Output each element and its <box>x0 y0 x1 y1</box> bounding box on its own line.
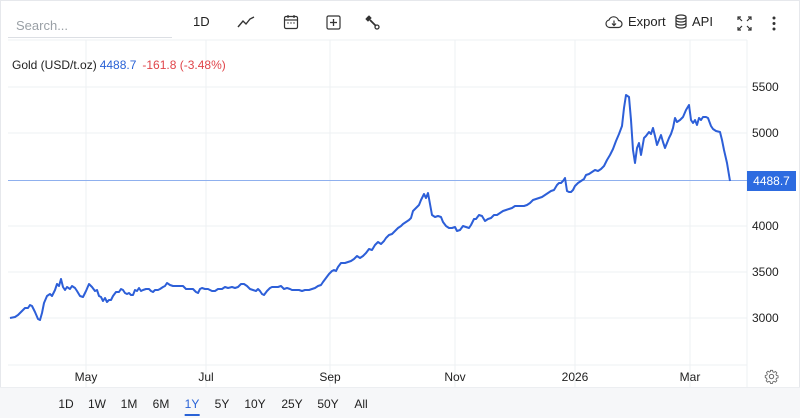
chart-settings-button[interactable] <box>764 369 779 389</box>
gold-price-line <box>9 94 731 321</box>
settings-tools-button[interactable] <box>365 15 380 30</box>
fullscreen-icon <box>737 16 752 31</box>
x-axis-label: Mar <box>679 370 701 384</box>
x-axis-label: Jul <box>198 370 214 384</box>
interval-label: 1D <box>193 14 210 29</box>
toolbar: 1D Export API <box>0 8 800 42</box>
line-chart-icon <box>237 16 255 28</box>
range-1y[interactable]: 1Y <box>184 397 200 416</box>
y-axis-label: 3000 <box>752 311 779 325</box>
range-25y[interactable]: 25Y <box>281 397 303 411</box>
y-axis-label: 3500 <box>752 265 779 279</box>
legend-last-value: 4488.7 <box>99 58 137 72</box>
chart-legend: Gold (USD/t.oz) 4488.7 -161.8 (-3.48%) <box>12 58 226 72</box>
api-button[interactable]: API <box>675 14 713 29</box>
range-1m[interactable]: 1M <box>120 397 138 411</box>
x-axis-label: Sep <box>319 370 341 384</box>
chart-type-button[interactable] <box>237 16 255 28</box>
export-button[interactable]: Export <box>605 14 666 29</box>
interval-button[interactable]: 1D <box>193 14 210 29</box>
plus-box-icon <box>326 15 341 30</box>
fullscreen-button[interactable] <box>737 16 752 31</box>
y-axis-label: 5500 <box>752 80 779 94</box>
more-options-button[interactable] <box>772 16 776 31</box>
y-axis-label: 4000 <box>752 219 779 233</box>
grid <box>8 39 748 387</box>
search-input[interactable] <box>8 14 172 38</box>
range-1d[interactable]: 1D <box>58 397 74 411</box>
export-label: Export <box>628 14 666 29</box>
gear-icon <box>764 369 779 384</box>
range-selector-bar <box>0 387 800 418</box>
range-50y[interactable]: 50Y <box>317 397 339 411</box>
range-5y[interactable]: 5Y <box>214 397 230 411</box>
legend-symbol-name: Gold (USD/t.oz) <box>12 58 97 72</box>
x-axis-label: May <box>74 370 98 384</box>
calendar-icon <box>283 15 299 30</box>
range-1w[interactable]: 1W <box>88 397 106 411</box>
cloud-download-icon <box>605 15 623 28</box>
x-axis-label: Nov <box>444 370 466 384</box>
last-price-tag: 4488.7 <box>747 171 796 191</box>
y-axis-label: 5000 <box>752 126 779 140</box>
api-label: API <box>692 14 713 29</box>
x-axis-label: 2026 <box>561 370 589 384</box>
range-10y[interactable]: 10Y <box>244 397 266 411</box>
wrench-icon <box>365 15 380 30</box>
more-vertical-icon <box>772 16 776 31</box>
range-all[interactable]: All <box>354 397 368 411</box>
range-6m[interactable]: 6M <box>152 397 170 411</box>
date-range-button[interactable] <box>283 14 299 30</box>
compare-button[interactable] <box>326 15 341 30</box>
database-icon <box>675 14 687 29</box>
legend-change: -161.8 (-3.48%) <box>142 58 226 72</box>
